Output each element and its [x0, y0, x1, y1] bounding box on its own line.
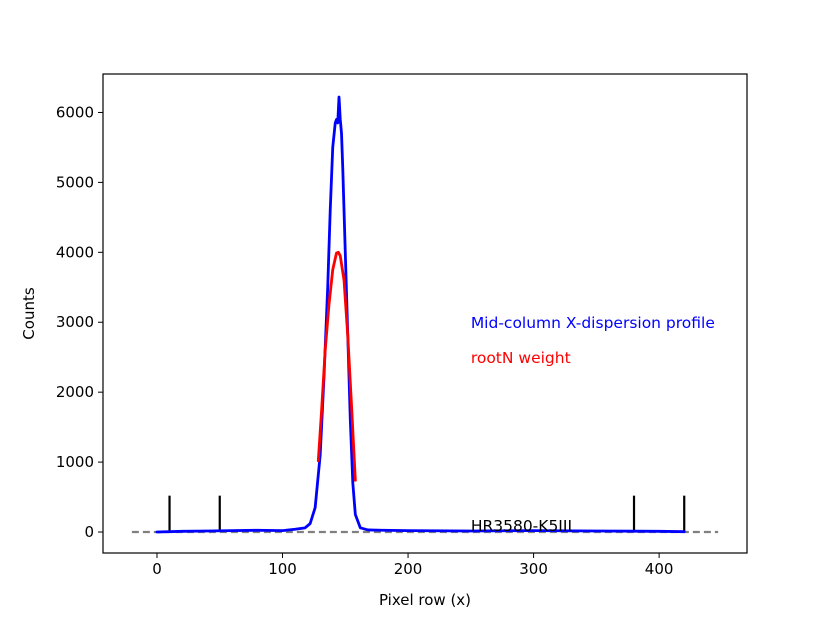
- y-axis-label: Counts: [20, 287, 38, 340]
- y-tick-label-1: 1000: [56, 453, 94, 471]
- y-tick-label-4: 4000: [56, 243, 94, 261]
- y-tick-label-6: 6000: [56, 103, 94, 121]
- series-line-0: [155, 95, 686, 534]
- series-line-1: [316, 250, 357, 482]
- annotation-1: rootN weight: [471, 349, 571, 367]
- x-tick-label-1: 100: [268, 560, 297, 578]
- annotations-layer: Mid-column X-dispersion profile rootN wei…: [471, 314, 715, 535]
- y-tick-label-3: 3000: [56, 313, 94, 331]
- y-tick-label-0: 0: [84, 523, 94, 541]
- annotation-0: Mid-column X-dispersion profile: [471, 314, 715, 332]
- x-tick-label-2: 200: [394, 560, 423, 578]
- y-tick-label-2: 2000: [56, 383, 94, 401]
- x-tick-label-4: 400: [645, 560, 674, 578]
- x-tick-label-3: 300: [519, 560, 548, 578]
- plot-lines-layer: [131, 95, 719, 534]
- x-tick-label-0: 0: [152, 560, 162, 578]
- y-tick-label-5: 5000: [56, 173, 94, 191]
- axes-frame: [102, 73, 748, 554]
- annotation-2: HR3580-K5III: [471, 517, 572, 535]
- x-axis-label: Pixel row (x): [379, 591, 471, 609]
